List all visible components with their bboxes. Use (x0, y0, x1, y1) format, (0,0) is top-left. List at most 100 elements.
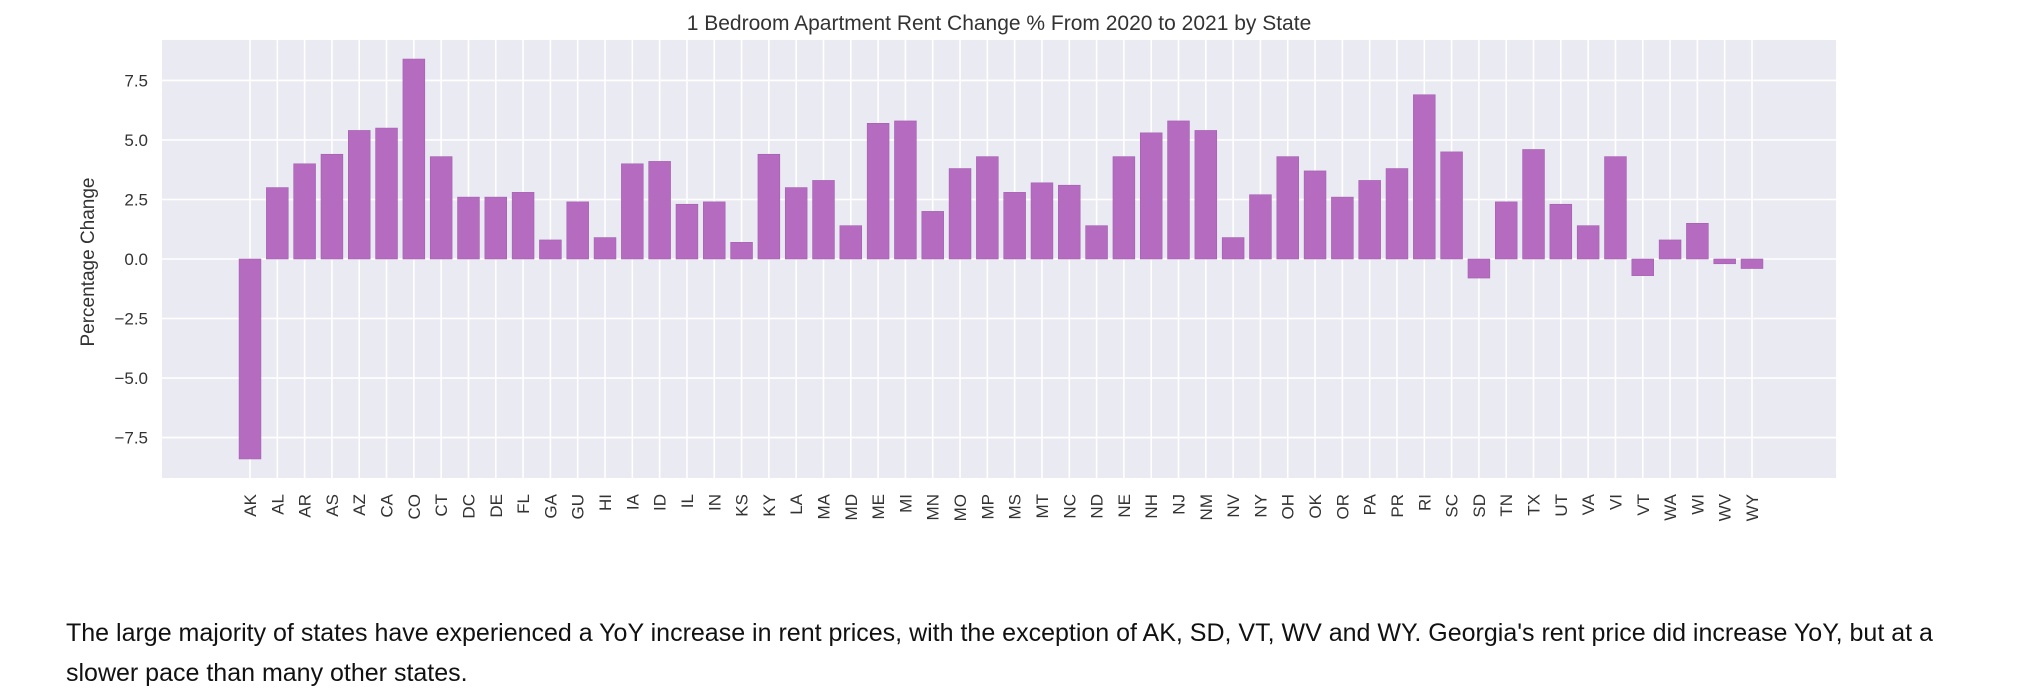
bar-il (675, 203, 699, 260)
x-tick-label: FL (514, 494, 533, 514)
x-tick-label: DC (459, 494, 478, 519)
y-tick-label: −7.5 (114, 429, 148, 448)
x-tick-label: MA (814, 493, 833, 519)
x-tick-label: GU (569, 494, 588, 520)
x-tick-label: MI (896, 494, 915, 513)
x-tick-label: GA (541, 493, 560, 518)
bar-ct (429, 156, 453, 260)
bar-al (266, 187, 289, 260)
x-tick-label: AZ (350, 494, 369, 516)
y-tick-label: 2.5 (124, 190, 148, 209)
x-tick-label: IA (623, 493, 642, 510)
bar-mn (921, 211, 944, 260)
bar-tx (1522, 149, 1545, 260)
bar-ms (1003, 192, 1026, 260)
bar-wv (1713, 258, 1736, 265)
bar-nh (1139, 132, 1163, 260)
bar-ks (730, 242, 753, 260)
y-tick-label: 0.0 (124, 250, 148, 269)
bar-me (866, 123, 890, 260)
bar-as (320, 153, 344, 260)
bar-wy (1740, 258, 1764, 269)
bar-az (348, 130, 371, 260)
bar-pr (1385, 168, 1409, 260)
bar-md (839, 225, 863, 260)
bar-ny (1249, 194, 1272, 260)
bar-wi (1686, 222, 1709, 260)
bar-dc (457, 196, 480, 260)
x-axis-ticks: AK AL AR AS AZ CA CO CT DC DE FL GA GU HI IA ID IL IN KS KY… (241, 493, 1762, 521)
bar-nj (1167, 120, 1190, 260)
x-tick-label: OK (1306, 493, 1325, 518)
x-tick-label: MT (1033, 494, 1052, 519)
bar-mt (1030, 182, 1054, 260)
x-tick-label: OH (1279, 494, 1298, 520)
bar-ar (293, 163, 316, 260)
bar-co (402, 58, 426, 260)
y-axis-label: Percentage Change (78, 177, 99, 346)
x-tick-label: WV (1716, 493, 1735, 521)
x-tick-label: RI (1415, 494, 1434, 511)
x-tick-label: VI (1606, 494, 1625, 510)
bar-ut (1549, 203, 1573, 260)
caption-text: The large majority of states have experi… (66, 619, 1933, 687)
bar-nm (1194, 130, 1218, 260)
bar-or (1331, 196, 1354, 260)
bar-nc (1058, 184, 1081, 260)
bar-ky (757, 153, 781, 260)
x-tick-label: KS (733, 494, 752, 517)
x-tick-label: AL (268, 494, 287, 515)
bar-ne (1112, 156, 1136, 260)
bar-mo (948, 168, 972, 260)
x-tick-label: NV (1224, 493, 1243, 517)
x-tick-label: AS (323, 494, 342, 517)
x-tick-label: TX (1525, 494, 1544, 516)
x-tick-label: MN (924, 494, 943, 520)
bar-ak (238, 258, 262, 460)
x-tick-label: CT (432, 494, 451, 517)
x-tick-label: ID (651, 494, 670, 511)
bar-chart: −7.5 −5.0 −2.5 0.0 2.5 5.0 7.5 AK AL AR AS AZ CA CO C… (78, 12, 1836, 521)
bar-ga (539, 239, 562, 260)
x-tick-label: CA (378, 493, 397, 517)
y-tick-label: −2.5 (114, 310, 148, 329)
bar-vt (1631, 258, 1654, 276)
x-tick-label: SC (1443, 494, 1462, 518)
x-tick-label: PR (1388, 494, 1407, 518)
x-tick-label: CO (405, 494, 424, 520)
x-tick-label: PA (1361, 493, 1380, 515)
x-tick-label: WY (1743, 494, 1762, 521)
bar-mi (894, 120, 917, 260)
bars (238, 58, 1764, 460)
bar-tn (1494, 201, 1518, 260)
y-axis-ticks: −7.5 −5.0 −2.5 0.0 2.5 5.0 7.5 (114, 71, 148, 447)
x-tick-label: NH (1142, 494, 1161, 519)
bar-ok (1303, 170, 1327, 260)
bar-pa (1358, 180, 1381, 260)
x-tick-label: SD (1470, 494, 1489, 518)
x-tick-label: ND (1088, 494, 1107, 519)
x-tick-label: IL (678, 494, 697, 508)
x-tick-label: IN (705, 494, 724, 511)
bar-in (703, 201, 726, 260)
bar-oh (1276, 156, 1299, 260)
y-tick-label: −5.0 (114, 369, 148, 388)
chart-svg: −7.5 −5.0 −2.5 0.0 2.5 5.0 7.5 AK AL AR AS AZ CA CO C… (78, 12, 1836, 521)
x-tick-label: NC (1060, 494, 1079, 519)
bar-gu (566, 201, 589, 260)
bar-ia (621, 163, 644, 260)
bar-sc (1440, 151, 1463, 260)
x-tick-label: VT (1634, 494, 1653, 516)
bar-nd (1085, 225, 1108, 260)
x-tick-label: UT (1552, 494, 1571, 517)
x-tick-label: KY (760, 494, 779, 517)
bar-de (484, 196, 508, 260)
bar-nv (1221, 237, 1245, 260)
x-tick-label: MP (978, 494, 997, 520)
x-tick-label: DE (487, 494, 506, 518)
bar-ma (812, 180, 835, 260)
x-tick-label: MS (1006, 494, 1025, 520)
bar-sd (1467, 258, 1491, 279)
bar-va (1576, 225, 1600, 260)
x-tick-label: NJ (1170, 494, 1189, 515)
